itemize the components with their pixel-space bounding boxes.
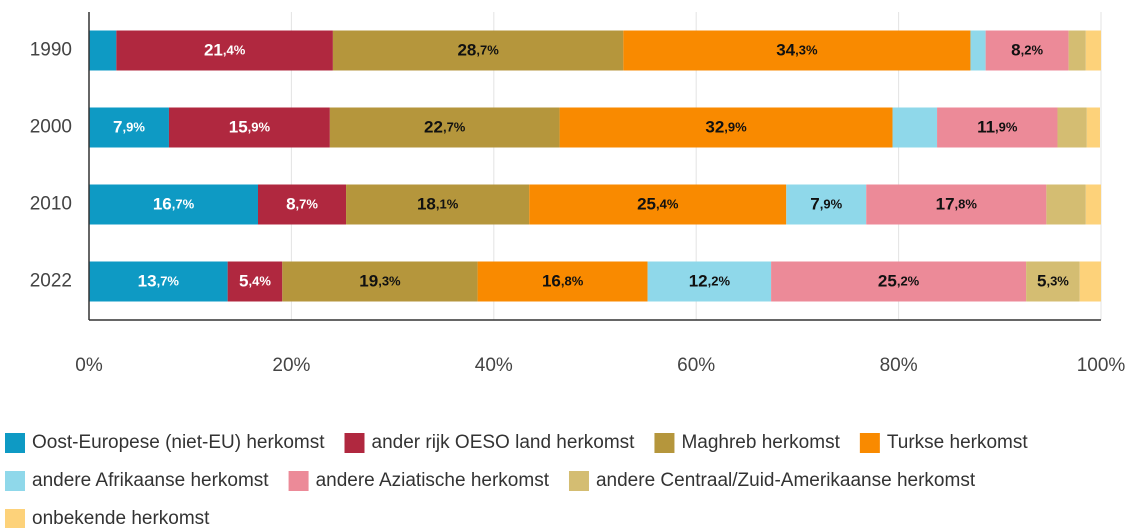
legend-label: ander rijk OESO land herkomst: [372, 432, 636, 453]
y-tick-label: 2000: [30, 117, 72, 138]
bar-segment: [1085, 30, 1101, 71]
data-label: 25,2%: [878, 272, 920, 291]
legend-label: andere Afrikaanse herkomst: [32, 470, 269, 491]
data-label: 32,9%: [705, 118, 747, 137]
y-tick-label: 2022: [30, 271, 72, 292]
data-label: 17,8%: [936, 195, 978, 214]
legend-swatch: [5, 433, 25, 453]
legend-label: Turkse herkomst: [887, 432, 1028, 453]
x-tick-label: 20%: [272, 355, 310, 376]
bar-segment: [937, 107, 1058, 148]
legend-label: andere Centraal/Zuid-Amerikaanse herkoms…: [596, 470, 976, 491]
bar-segment: [477, 261, 648, 302]
bar-segment: [647, 261, 772, 302]
x-tick-label: 100%: [1077, 355, 1126, 376]
bar-segment: [346, 184, 530, 225]
bar-segment: [258, 184, 347, 225]
legend-label: onbekende herkomst: [32, 508, 210, 528]
bar-segment: [623, 30, 971, 71]
bar-segment: [892, 107, 938, 148]
bar-segment: [116, 30, 333, 71]
data-label: 16,7%: [153, 195, 195, 214]
bar-segment: [1057, 107, 1087, 148]
legend-swatch: [568, 471, 589, 491]
bar-segment: [786, 184, 867, 225]
legend-label: andere Aziatische herkomst: [316, 470, 550, 491]
x-tick-label: 80%: [880, 355, 918, 376]
data-label: 7,9%: [810, 195, 842, 214]
data-label: 7,9%: [113, 118, 145, 137]
legend-swatch: [654, 433, 675, 453]
bar-segment: [1079, 261, 1101, 302]
bar-segment: [1086, 107, 1100, 148]
x-tick-label: 60%: [677, 355, 715, 376]
data-label: 11,9%: [977, 118, 1018, 137]
data-label: 8,2%: [1011, 41, 1043, 60]
data-label: 25,4%: [637, 195, 679, 214]
data-label: 8,7%: [286, 195, 318, 214]
data-label: 15,9%: [229, 118, 271, 137]
bar-segment: [866, 184, 1047, 225]
data-label: 18,1%: [417, 195, 459, 214]
data-label: 34,3%: [776, 41, 818, 60]
data-label: 21,4%: [204, 41, 246, 60]
data-label: 28,7%: [457, 41, 499, 60]
bar-segment: [1085, 184, 1101, 225]
legend-swatch: [5, 509, 25, 528]
data-label: 5,4%: [239, 272, 271, 291]
bar-segment: [985, 30, 1069, 71]
bar-segment: [332, 30, 624, 71]
bar-segment: [168, 107, 330, 148]
bar-segment: [89, 261, 228, 302]
data-label: 13,7%: [138, 272, 180, 291]
legend-label: Oost-Europese (niet-EU) herkomst: [32, 432, 325, 453]
bar-segment: [89, 184, 259, 225]
y-tick-label: 2010: [30, 194, 72, 215]
data-label: 16,8%: [542, 272, 584, 291]
data-label: 5,3%: [1037, 272, 1069, 291]
bar-segment: [1046, 184, 1086, 225]
bar-segment: [1026, 261, 1080, 302]
bar-segment: [329, 107, 560, 148]
bar-segment: [89, 107, 169, 148]
legend-swatch: [859, 433, 880, 453]
bar-segment: [227, 261, 283, 302]
bar-segment: [1068, 30, 1086, 71]
bar-segment: [282, 261, 478, 302]
x-tick-label: 0%: [75, 355, 103, 376]
data-label: 12,2%: [689, 272, 731, 291]
legend-swatch: [5, 471, 25, 491]
y-tick-label: 1990: [30, 40, 72, 61]
bar-segment: [559, 107, 893, 148]
bar-segment: [529, 184, 787, 225]
data-label: 22,7%: [424, 118, 466, 137]
legend-swatch: [288, 471, 309, 491]
bar-segment: [970, 30, 986, 71]
legend-label: Maghreb herkomst: [681, 432, 840, 453]
bar-segment: [771, 261, 1027, 302]
x-tick-label: 40%: [475, 355, 513, 376]
bar-segment: [89, 30, 117, 71]
legend-swatch: [344, 433, 365, 453]
data-label: 19,3%: [359, 272, 401, 291]
